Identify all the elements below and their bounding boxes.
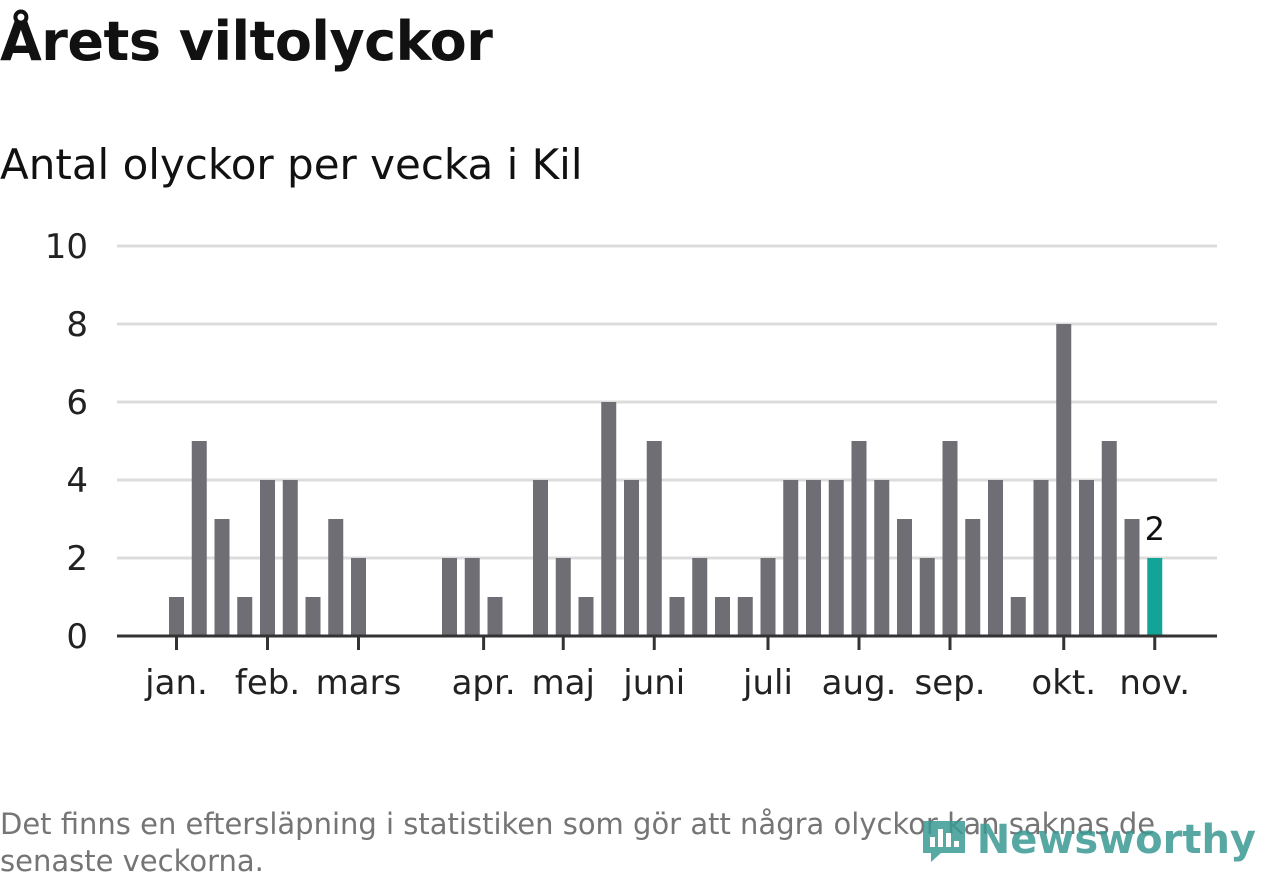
bar bbox=[1079, 480, 1094, 636]
x-tick-label: maj bbox=[532, 663, 595, 703]
bar bbox=[692, 558, 708, 636]
x-tick-label: aug. bbox=[822, 663, 897, 703]
bar bbox=[282, 480, 298, 636]
bar bbox=[601, 402, 617, 636]
bar bbox=[305, 597, 321, 636]
bar bbox=[214, 519, 230, 636]
bar bbox=[169, 597, 184, 636]
bar bbox=[942, 441, 958, 636]
bar bbox=[328, 519, 344, 636]
x-tick-label: juli bbox=[742, 663, 793, 703]
x-tick-label: apr. bbox=[452, 663, 516, 703]
bar bbox=[555, 558, 571, 636]
bar bbox=[578, 597, 594, 636]
x-tick-label: feb. bbox=[235, 663, 300, 703]
bar bbox=[624, 480, 639, 636]
x-tick-label: jan. bbox=[144, 663, 208, 703]
x-tick-label: sep. bbox=[914, 663, 985, 703]
bar bbox=[1101, 441, 1117, 636]
data-label: 2 bbox=[1145, 510, 1165, 548]
bar bbox=[737, 597, 753, 636]
chart-title: Årets viltolyckor bbox=[0, 10, 493, 73]
newsworthy-logo-icon bbox=[922, 821, 965, 862]
y-tick-label: 8 bbox=[66, 305, 88, 345]
brand-logo: Newsworthy bbox=[919, 815, 1256, 865]
bar bbox=[669, 597, 685, 636]
bar bbox=[806, 480, 821, 636]
bar bbox=[351, 558, 366, 636]
x-tick-label: juni bbox=[622, 663, 685, 703]
x-tick-label: nov. bbox=[1119, 663, 1190, 703]
bar bbox=[237, 597, 253, 636]
bar bbox=[988, 480, 1003, 636]
brand-name: Newsworthy bbox=[976, 817, 1256, 863]
y-tick-label: 2 bbox=[66, 539, 88, 579]
bar bbox=[760, 558, 776, 636]
y-tick-label: 6 bbox=[66, 383, 88, 423]
chart-subtitle: Antal olyckor per vecka i Kil bbox=[0, 140, 583, 189]
y-tick-label: 10 bbox=[45, 227, 88, 267]
bar bbox=[715, 597, 730, 636]
bar bbox=[646, 441, 662, 636]
bar bbox=[1033, 480, 1049, 636]
x-tick-label: mars bbox=[316, 663, 402, 703]
bar bbox=[1056, 324, 1072, 636]
bar bbox=[442, 558, 457, 636]
bar bbox=[1124, 519, 1140, 636]
y-tick-label: 4 bbox=[66, 461, 88, 501]
bar bbox=[897, 519, 912, 636]
bar bbox=[191, 441, 207, 636]
bar bbox=[965, 519, 981, 636]
bar bbox=[260, 480, 275, 636]
bar bbox=[1010, 597, 1026, 636]
bar bbox=[487, 597, 503, 636]
x-tick-label: okt. bbox=[1031, 663, 1096, 703]
bar bbox=[464, 558, 480, 636]
y-tick-label: 0 bbox=[66, 617, 88, 657]
bar bbox=[828, 480, 844, 636]
bar bbox=[783, 480, 799, 636]
bar-highlight bbox=[1147, 558, 1163, 636]
bar bbox=[851, 441, 867, 636]
bar bbox=[874, 480, 890, 636]
bar bbox=[533, 480, 548, 636]
bar bbox=[919, 558, 935, 636]
